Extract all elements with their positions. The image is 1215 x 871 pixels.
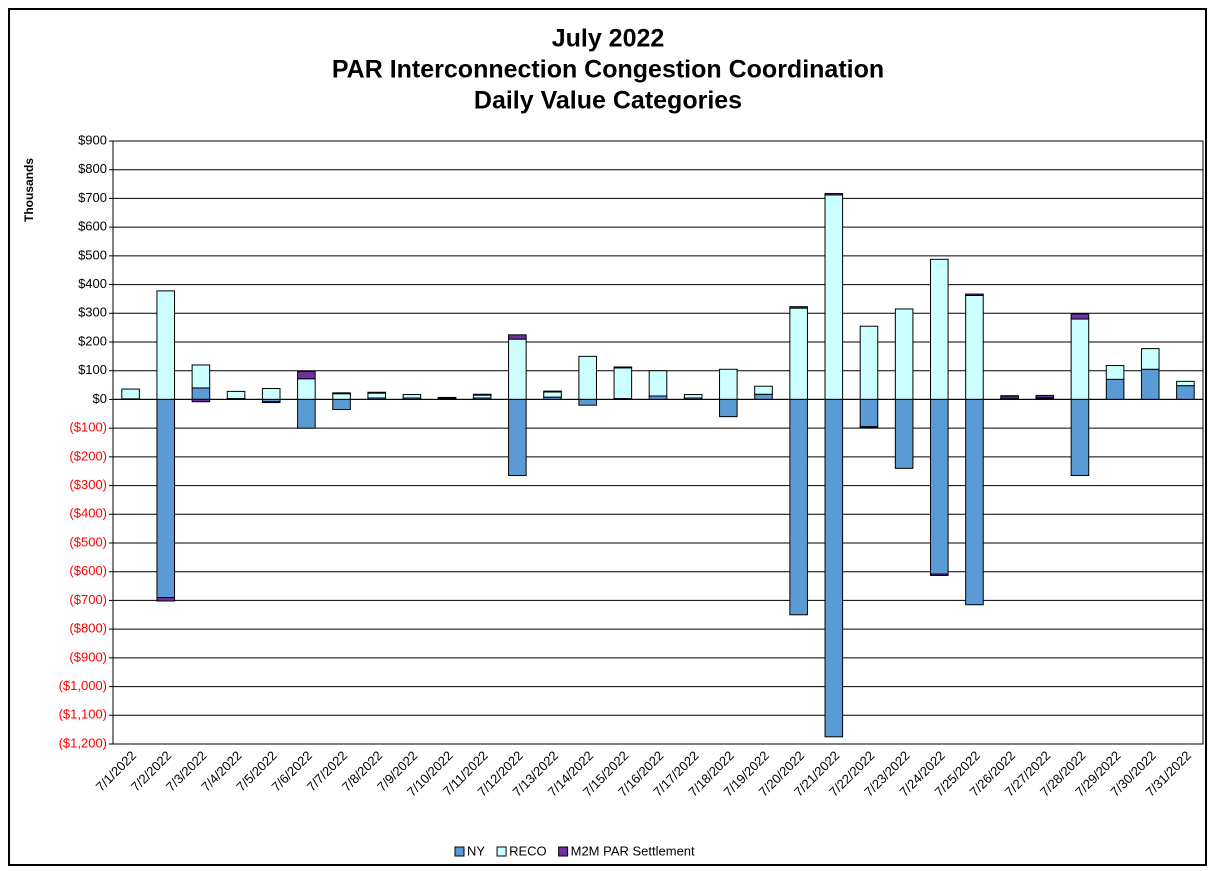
y-axis-label: Thousands (22, 158, 36, 222)
bar-segment (367, 392, 386, 399)
bar-segment (332, 398, 351, 410)
bar-segment (191, 387, 211, 400)
bar-segment (1070, 318, 1090, 400)
bar-segment (965, 293, 984, 296)
y-tick-label: ($1,100) (59, 707, 107, 722)
bar-segment (508, 338, 527, 400)
bar-segment (1105, 365, 1125, 380)
bar-segment (437, 396, 457, 399)
y-tick-label: $600 (78, 219, 107, 234)
y-tick-label: ($300) (69, 477, 107, 492)
bar-segment (613, 366, 633, 369)
bar-segment (297, 398, 316, 429)
y-tick-label: $300 (78, 305, 107, 320)
bar-segment (965, 398, 984, 606)
bar-segment (719, 368, 738, 400)
bar-segment (648, 370, 668, 397)
bar-segment (297, 378, 316, 400)
bar-segment (754, 385, 773, 395)
y-tick-label: ($1,000) (59, 678, 107, 693)
y-tick-label: ($700) (69, 592, 107, 607)
y-tick-label: ($500) (69, 534, 107, 549)
bar-segment (859, 426, 879, 429)
bar-segment (930, 258, 949, 400)
y-tick-label: ($600) (69, 563, 107, 578)
bar-segment (824, 193, 844, 196)
y-tick-label: $200 (78, 333, 107, 348)
bar-segment (965, 294, 984, 400)
bar-segment (789, 306, 808, 309)
bar-segment (578, 355, 597, 400)
y-tick-label: ($100) (69, 420, 107, 435)
bar-segment (156, 290, 176, 400)
bar-segment (332, 393, 351, 400)
y-tick-label: $500 (78, 247, 107, 262)
bar-segment (859, 325, 879, 400)
y-tick-label: $400 (78, 276, 107, 291)
bar-segment (261, 401, 281, 404)
bar-segment (226, 390, 246, 400)
legend-swatch (558, 846, 569, 857)
bar-segment (789, 307, 808, 400)
chart-title: July 2022 (552, 25, 665, 53)
bar-segment (261, 388, 281, 400)
legend-label: M2M PAR Settlement (571, 843, 695, 858)
bar-segment (1105, 378, 1125, 400)
y-tick-label: $100 (78, 362, 107, 377)
bar-segment (824, 398, 844, 738)
bar-segment (894, 308, 914, 400)
y-tick-label: $800 (78, 161, 107, 176)
bar-segment (578, 398, 597, 406)
bar-segment (508, 334, 527, 340)
bar-segment (754, 393, 773, 400)
chart-title: PAR Interconnection Congestion Coordinat… (332, 56, 884, 84)
y-tick-label: $0 (93, 391, 107, 406)
bar-segment (930, 573, 949, 576)
bar-segment (402, 394, 422, 399)
bar-segment (1140, 368, 1160, 400)
bar-segment (789, 398, 808, 616)
bar-segment (332, 392, 351, 395)
legend-swatch (454, 846, 465, 857)
legend-label: NY (467, 843, 485, 858)
bar-segment (297, 371, 316, 380)
bar-segment (121, 388, 140, 400)
bar-segment (1140, 348, 1160, 370)
bar-segment (1070, 398, 1090, 477)
y-tick-label: $900 (78, 132, 107, 147)
chart-title: Daily Value Categories (474, 87, 742, 115)
plot-area (112, 140, 1204, 745)
bar-segment (508, 398, 527, 477)
bar-segment (683, 394, 703, 399)
bar-segment (859, 398, 879, 428)
y-tick-label: ($800) (69, 621, 107, 636)
bar-segment (930, 398, 949, 575)
bar-segment (894, 398, 914, 469)
bar-segment (156, 398, 176, 599)
legend-swatch (496, 846, 507, 857)
y-tick-label: ($1,200) (59, 735, 107, 750)
bar-segment (1000, 395, 1019, 398)
bar-segment (1176, 385, 1195, 400)
bar-segment (543, 391, 562, 398)
bar-segment (367, 391, 386, 394)
bar-segment (1176, 380, 1195, 387)
bar-segment (1035, 394, 1055, 399)
bar-segment (824, 194, 844, 400)
bar-segment (1070, 313, 1090, 320)
bar-segment (719, 398, 738, 418)
y-tick-label: ($900) (69, 649, 107, 664)
bar-segment (472, 393, 492, 396)
bar-segment (191, 364, 211, 389)
bar-segment (613, 367, 633, 400)
y-tick-label: ($200) (69, 448, 107, 463)
y-tick-label: ($400) (69, 506, 107, 521)
y-tick-label: $700 (78, 190, 107, 205)
bar-segment (648, 395, 668, 400)
legend-label: RECO (509, 843, 547, 858)
bar-segment (156, 597, 176, 602)
bar-segment (543, 390, 562, 393)
